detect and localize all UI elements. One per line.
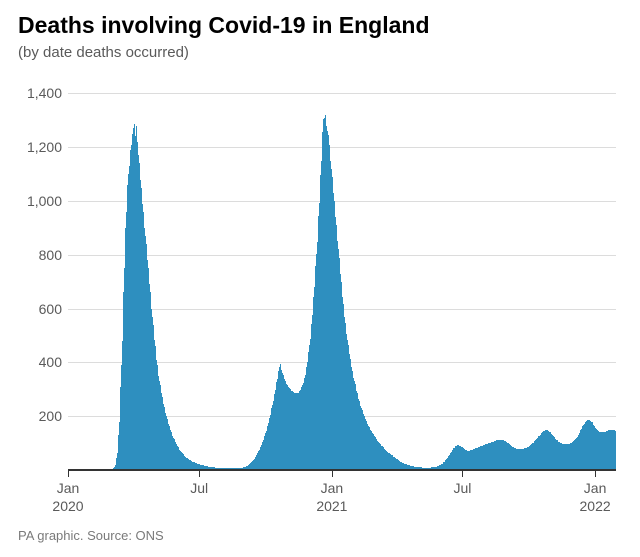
y-tick-label: 800 [39,247,62,263]
y-tick-label: 400 [39,354,62,370]
chart-source-footer: PA graphic. Source: ONS [18,528,164,543]
y-tick-label: 600 [39,301,62,317]
x-tick [462,469,463,477]
y-gridline [68,147,616,148]
x-tick [68,469,69,477]
x-tick-label: Jan 2022 [580,480,611,515]
y-gridline [68,201,616,202]
x-tick [199,469,200,477]
y-tick-label: 1,000 [27,193,62,209]
y-gridline [68,255,616,256]
x-tick-label: Jul [453,480,471,498]
y-tick-label: 200 [39,408,62,424]
data-bar [615,432,616,470]
y-gridline [68,93,616,94]
x-axis-baseline [68,469,616,471]
x-tick [332,469,333,477]
x-tick-label: Jan 2021 [316,480,347,515]
x-tick-label: Jul [190,480,208,498]
chart-plot-area [68,80,616,470]
x-tick [595,469,596,477]
y-tick-label: 1,400 [27,85,62,101]
x-tick-label: Jan 2020 [52,480,83,515]
chart-subtitle: (by date deaths occurred) [18,44,189,61]
y-tick-label: 1,200 [27,139,62,155]
chart-title: Deaths involving Covid-19 in England [18,12,430,39]
